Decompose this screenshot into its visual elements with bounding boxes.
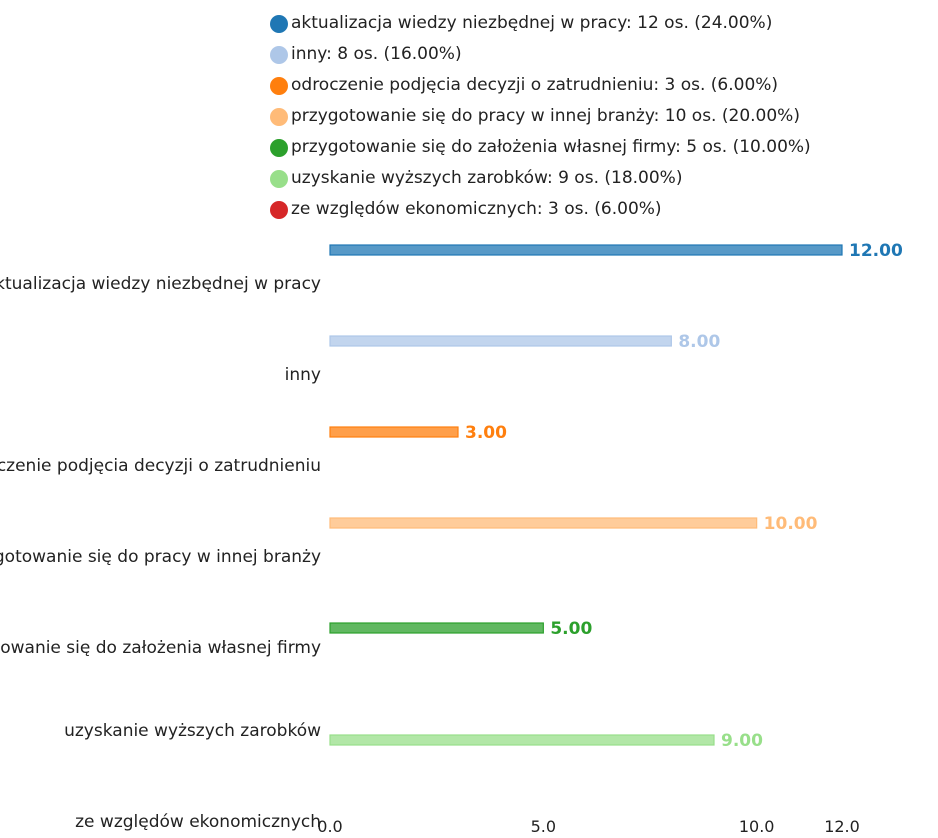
bar-value-label: 10.00 — [764, 514, 818, 534]
legend-swatch — [270, 14, 288, 33]
category-label: przygotowanie się do pracy w innej branż… — [0, 547, 321, 567]
chart-legend: aktualizacja wiedzy niezbędnej w pracy: … — [270, 8, 811, 225]
category-label: inny — [285, 365, 321, 385]
legend-swatch — [270, 76, 288, 95]
bar — [329, 517, 758, 529]
category-label: odroczenie podjęcia decyzji o zatrudnien… — [0, 456, 321, 476]
legend-item: inny: 8 os. (16.00%) — [270, 39, 811, 70]
bar-value-label: 3.00 — [465, 423, 507, 443]
legend-swatch — [270, 169, 288, 188]
legend-label: ze względów ekonomicznych: 3 os. (6.00%) — [291, 199, 662, 219]
legend-label: przygotowanie się do założenia własnej f… — [291, 137, 811, 157]
bar-value-label: 12.00 — [849, 241, 903, 261]
legend-label: przygotowanie się do pracy w innej branż… — [291, 106, 800, 126]
category-label: aktualizacja wiedzy niezbędnej w pracy — [0, 274, 321, 294]
bar — [329, 734, 715, 746]
category-label: uzyskanie wyższych zarobków — [64, 721, 321, 741]
category-label: ze względów ekonomicznych — [75, 812, 321, 832]
x-tick-label: 5.0 — [531, 817, 556, 836]
legend-item: aktualizacja wiedzy niezbędnej w pracy: … — [270, 8, 811, 39]
bar-value-label: 5.00 — [550, 619, 592, 639]
bar-value-label: 9.00 — [721, 731, 763, 751]
legend-label: aktualizacja wiedzy niezbędnej w pracy: … — [291, 13, 773, 33]
legend-swatch — [270, 138, 288, 157]
legend-swatch — [270, 200, 288, 219]
bar-value-label: 8.00 — [678, 332, 720, 352]
bar — [329, 622, 544, 634]
legend-label: uzyskanie wyższych zarobków: 9 os. (18.0… — [291, 168, 683, 188]
legend-label: inny: 8 os. (16.00%) — [291, 44, 462, 64]
legend-item: uzyskanie wyższych zarobków: 9 os. (18.0… — [270, 163, 811, 194]
legend-item: odroczenie podjęcia decyzji o zatrudnien… — [270, 70, 811, 101]
category-label: przygotowanie się do założenia własnej f… — [0, 638, 321, 658]
legend-label: odroczenie podjęcia decyzji o zatrudnien… — [291, 75, 779, 95]
legend-item: ze względów ekonomicznych: 3 os. (6.00%) — [270, 194, 811, 225]
legend-item: przygotowanie się do założenia własnej f… — [270, 132, 811, 163]
legend-swatch — [270, 45, 288, 64]
legend-item: przygotowanie się do pracy w innej branż… — [270, 101, 811, 132]
x-tick-label: 0.0 — [317, 817, 342, 836]
bar — [329, 426, 459, 438]
x-tick-label: 12.0 — [824, 817, 860, 836]
x-tick-label: 10.0 — [739, 817, 775, 836]
bar — [329, 335, 672, 347]
legend-swatch — [270, 107, 288, 126]
bar — [329, 244, 843, 256]
